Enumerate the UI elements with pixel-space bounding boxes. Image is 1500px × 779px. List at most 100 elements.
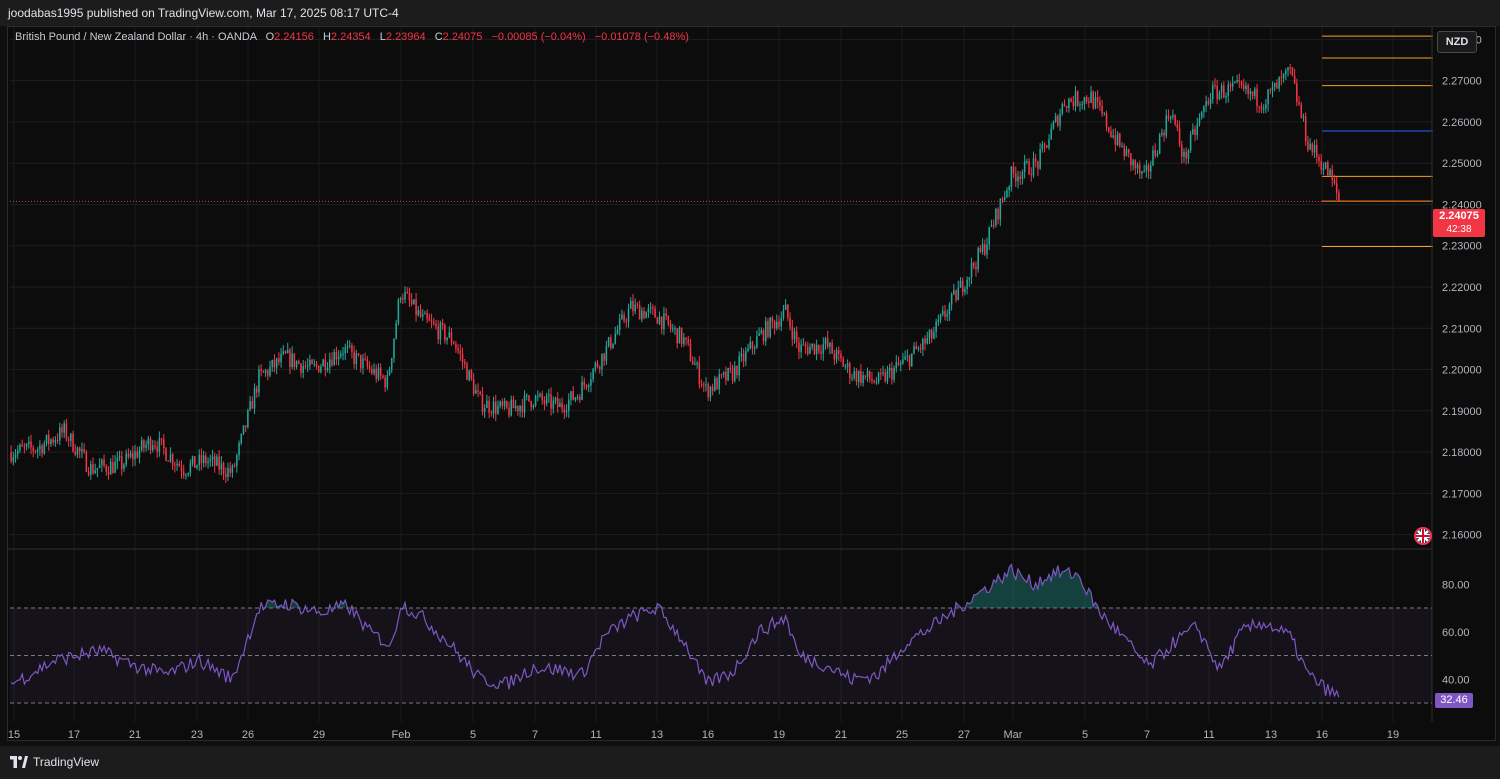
candle-body — [997, 208, 999, 220]
candle-body — [574, 397, 577, 400]
candle-body — [698, 362, 701, 384]
candle-body — [415, 299, 417, 315]
candle-body — [1207, 101, 1210, 104]
price-axis-ticks: 2.280002.270002.260002.250002.240002.230… — [1442, 34, 1482, 541]
candle-body — [315, 363, 318, 366]
candle-body — [1021, 171, 1024, 179]
candle-body — [700, 383, 703, 385]
candle-body — [222, 463, 225, 475]
candle-body — [286, 349, 289, 354]
candle-body — [605, 345, 608, 361]
candle-body — [1229, 84, 1232, 87]
candle-body — [1039, 149, 1041, 169]
time-tick-label: 19 — [773, 729, 785, 741]
candle-body — [216, 456, 218, 466]
candle-body — [815, 344, 818, 354]
candle-body — [919, 347, 922, 350]
candle-body — [54, 440, 57, 443]
time-tick-label: 11 — [590, 729, 601, 741]
candle-body — [67, 439, 70, 441]
candle-body — [1081, 103, 1083, 105]
candle-body — [1165, 115, 1168, 136]
candle-body — [645, 311, 648, 319]
candle-body — [1010, 166, 1013, 187]
candle-body — [592, 369, 594, 380]
candle-body — [390, 358, 393, 370]
candle-body — [1094, 97, 1097, 109]
time-tick-label: 13 — [651, 729, 663, 741]
candle-body — [269, 366, 271, 376]
candle-body — [304, 366, 307, 368]
candle-body — [992, 225, 995, 227]
rsi-overbought-fill — [967, 564, 1098, 608]
candle-body — [1063, 104, 1066, 107]
candle-body — [238, 443, 240, 456]
candle-body — [1121, 145, 1123, 147]
candle-body — [968, 277, 971, 280]
candle-body — [506, 401, 508, 408]
candle-body — [862, 375, 864, 384]
candle-body — [636, 304, 639, 306]
candle-body — [421, 314, 424, 317]
candle-body — [160, 438, 163, 440]
uk-flag-icon[interactable] — [1414, 527, 1432, 545]
candle-body — [1276, 82, 1278, 89]
candle-body — [607, 337, 610, 346]
candle-body — [116, 457, 119, 462]
candle-body — [1032, 158, 1035, 176]
time-tick-label: Mar — [1004, 729, 1023, 741]
candle-body — [348, 345, 351, 347]
candle-body — [120, 456, 123, 470]
candle-body — [1307, 141, 1309, 150]
candle-body — [240, 434, 243, 444]
candle-body — [1079, 104, 1081, 106]
candle-body — [1167, 115, 1170, 119]
time-tick-label: 7 — [1144, 729, 1150, 741]
candle-body — [461, 353, 464, 362]
candle-body — [253, 387, 256, 409]
candle-body — [1023, 161, 1026, 172]
candle-body — [570, 391, 572, 400]
chart-frame[interactable] — [7, 26, 1496, 741]
candle-body — [1052, 121, 1055, 129]
candle-body — [1017, 176, 1019, 182]
candle-body — [966, 279, 968, 290]
tradingview-logo[interactable]: TradingView — [10, 755, 99, 769]
candle-body — [771, 317, 774, 322]
candle-body — [999, 198, 1002, 220]
candle-body — [488, 400, 490, 413]
candle-body — [236, 455, 238, 467]
candle-body — [517, 405, 519, 412]
candle-body — [1050, 128, 1052, 140]
candle-body — [448, 332, 451, 338]
candle-body — [833, 353, 836, 360]
candle-body — [466, 363, 468, 380]
candle-body — [1088, 101, 1090, 103]
price-tick-label: 2.17000 — [1442, 488, 1482, 500]
candle-body — [335, 352, 338, 360]
candle-body — [167, 460, 170, 462]
candle-body — [749, 341, 752, 349]
candle-body — [410, 300, 413, 305]
candle-body — [521, 405, 524, 413]
candle-body — [764, 321, 767, 342]
candle-body — [34, 451, 37, 453]
candle-body — [970, 262, 973, 278]
currency-badge[interactable]: NZD — [1437, 31, 1477, 53]
candle-body — [1335, 183, 1338, 193]
candle-body — [576, 396, 579, 398]
close-value: 2.24075 — [442, 31, 483, 43]
candle-body — [641, 310, 643, 320]
candle-body — [787, 304, 789, 318]
candle-body — [457, 348, 459, 351]
candle-body — [70, 433, 72, 441]
candle-body — [820, 351, 822, 354]
candle-body — [198, 454, 200, 466]
rsi-axis-ticks: 80.00 60.00 40.00 — [1442, 579, 1470, 686]
candle-body — [1198, 117, 1201, 125]
candle-body — [776, 321, 778, 329]
candle-body — [424, 313, 426, 315]
candle-body — [508, 407, 510, 416]
candle-body — [180, 466, 183, 472]
